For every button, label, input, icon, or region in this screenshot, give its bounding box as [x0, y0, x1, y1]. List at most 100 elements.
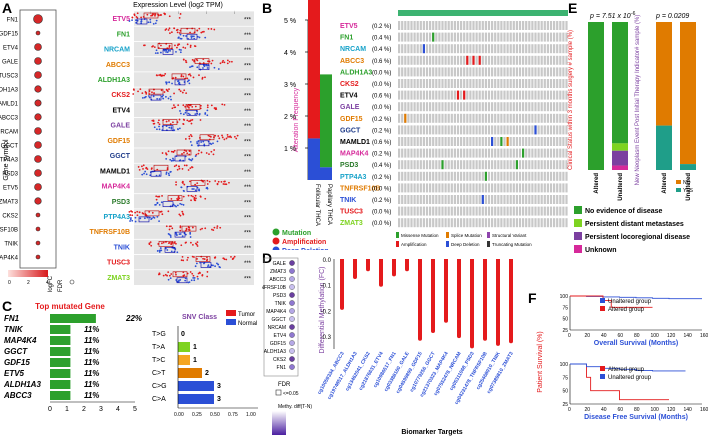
normal-point	[190, 144, 193, 147]
tumor-point	[178, 118, 181, 121]
heatmap-gene-label: PSD3	[273, 293, 286, 299]
oncoprint-cell	[466, 183, 469, 193]
tumor-point	[165, 28, 168, 30]
oncoprint-cell	[463, 206, 466, 216]
oncoprint-cell	[432, 183, 435, 193]
tumor-point	[194, 242, 197, 245]
tumor-point	[134, 211, 137, 214]
oncoprint-gene-label: FN1	[340, 35, 353, 42]
oncoprint-cell	[500, 21, 503, 30]
gene-symbol-axis-label: Gene symbol	[3, 139, 10, 181]
oncoprint-event	[534, 125, 537, 135]
tumor-point	[183, 89, 186, 92]
oncoprint-cell	[491, 44, 494, 54]
oncoprint-cell	[422, 160, 425, 170]
oncoprint-cell	[453, 171, 456, 181]
mutated-gene-pct: 11%	[84, 325, 99, 334]
oncoprint-cell	[438, 195, 441, 204]
tumor-point	[206, 275, 209, 278]
oncoprint-cell	[543, 79, 546, 88]
oncoprint-event	[466, 55, 469, 65]
oncoprint-cell	[450, 44, 453, 54]
meth-bar	[444, 259, 448, 321]
oncoprint-cell	[469, 218, 472, 228]
oncoprint-cell	[518, 206, 522, 216]
oncoprint-cell	[447, 195, 450, 204]
normal-point	[135, 19, 137, 22]
tumor-point	[235, 137, 238, 140]
tumor-point	[154, 13, 157, 16]
oncoprint-cell	[425, 102, 429, 112]
meth-bar-end	[509, 339, 513, 344]
oncoprint-cell	[429, 125, 432, 135]
oncoprint-cell	[562, 44, 565, 54]
oncoprint-cell	[404, 125, 407, 135]
tumor-point	[182, 118, 185, 121]
oncoprint-cell	[422, 183, 425, 193]
oncoprint-cell	[422, 67, 425, 77]
normal-swatch	[226, 319, 236, 325]
oncoprint-cell	[438, 218, 441, 228]
oncoprint-cell	[419, 137, 422, 146]
heatmap-gene-label: ABCC3	[269, 277, 286, 283]
tumor-point	[179, 13, 182, 15]
oncoprint-cell	[484, 102, 487, 112]
heatmap-dot	[289, 268, 295, 274]
oncoprint-cell	[525, 102, 528, 112]
tumor-point	[132, 93, 135, 95]
bar-papillary-mutation	[320, 74, 332, 168]
group-label: Follicular THCA	[314, 184, 320, 226]
normal-point	[149, 216, 151, 219]
oncoprint-cell	[549, 113, 553, 123]
oncoprint-cell	[525, 171, 528, 181]
oncoprint-cell	[444, 44, 447, 54]
oncoprint-cell	[472, 195, 475, 204]
oncoprint-cell	[453, 148, 456, 158]
oncoprint-cell	[497, 195, 500, 204]
oncoprint-cell	[565, 90, 568, 100]
oncoprint-cell	[435, 171, 438, 181]
normal-point	[180, 186, 183, 189]
normal-point	[210, 143, 213, 146]
oncoprint-cell	[475, 79, 478, 88]
oncoprint-cell	[512, 90, 515, 100]
tumor-point	[173, 165, 176, 168]
oncoprint-cell	[466, 102, 469, 112]
oncoprint-cell	[565, 218, 568, 228]
oncoprint-cell	[416, 125, 419, 135]
normal-point	[177, 36, 180, 39]
tumor-box	[185, 104, 201, 110]
tumor-point	[177, 165, 180, 168]
normal-point	[147, 21, 150, 24]
clinical-legend-swatch	[574, 206, 582, 214]
meth-bar-end	[470, 344, 474, 349]
tumor-point	[208, 135, 211, 138]
oncoprint-cell	[416, 44, 419, 54]
significance-marker: ***	[244, 109, 252, 115]
oncoprint-cell	[500, 195, 503, 204]
snv-class-bar	[178, 394, 214, 404]
clinical-bar-segment	[612, 150, 628, 166]
significance-marker: ***	[244, 216, 252, 222]
oncoprint-cell	[540, 21, 543, 30]
oncoprint-cell	[503, 183, 506, 193]
oncoprint-cell	[481, 102, 484, 112]
oncoprint-cell	[453, 79, 456, 88]
normal-point	[182, 113, 185, 116]
significance-marker: ***	[244, 18, 252, 24]
tumor-point	[184, 138, 187, 140]
tumor-point	[153, 92, 155, 94]
significance-marker: ***	[244, 276, 252, 282]
snv-class-label: C>T	[152, 370, 166, 377]
key-amplification: Amplification	[401, 242, 427, 247]
oncoprint-cell	[416, 102, 419, 112]
heatmap-frame	[263, 257, 299, 377]
meth-bar	[483, 259, 487, 339]
key-missense-swatch	[396, 232, 399, 238]
oncoprint-cell	[450, 79, 453, 88]
tumor-point	[191, 243, 194, 246]
oncoprint-gene-label: ETV4	[340, 93, 358, 100]
oncoprint-cell	[534, 102, 537, 112]
tumor-point	[173, 27, 175, 30]
